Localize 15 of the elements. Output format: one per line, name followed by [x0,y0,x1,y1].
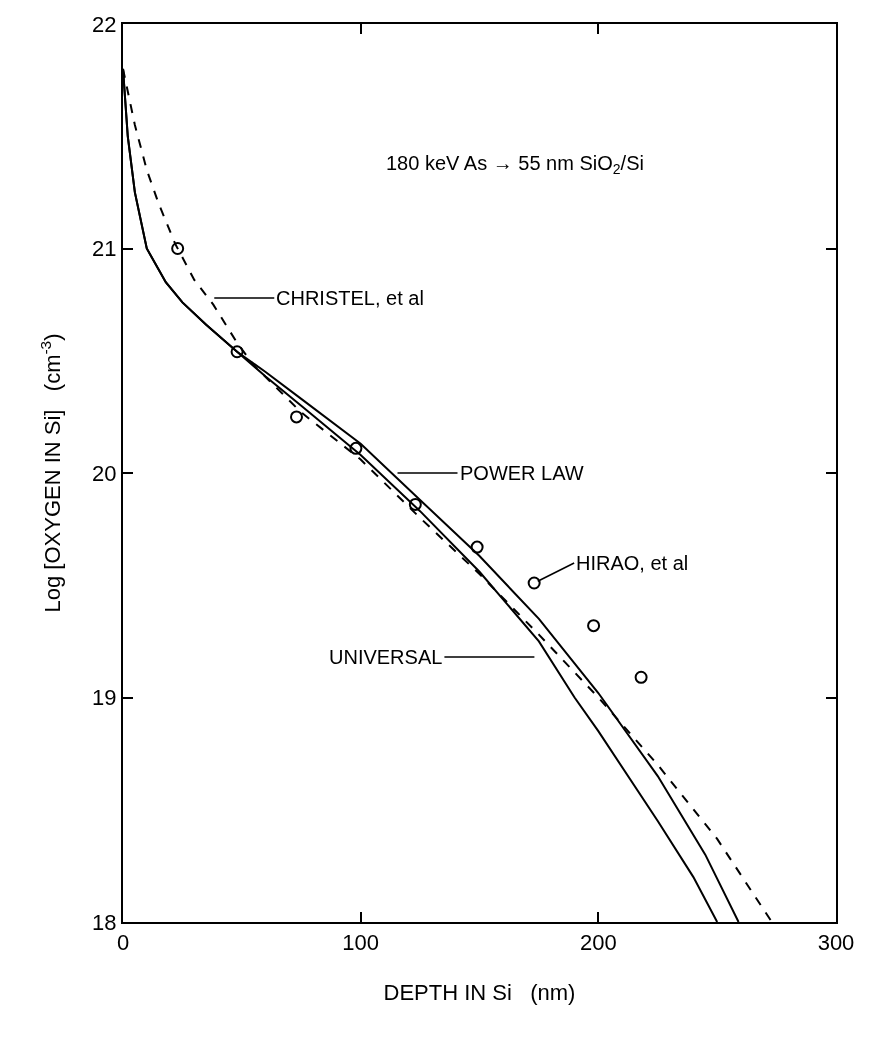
y-tick-label: 18 [92,909,117,935]
x-tick-label: 300 [817,930,855,956]
x-tick-label: 100 [342,930,380,956]
y-tick-label: 21 [92,236,117,262]
annotation: 180 keV As → 55 nm SiO$_{2}$/Si [386,152,644,178]
x-axis-title: DEPTH IN Si (nm) [383,979,576,1005]
x-tick-label: 200 [579,930,617,956]
y-tick-label: 19 [92,685,117,711]
y-tick-label: 22 [92,11,117,37]
annotation: HIRAO, et al [576,552,689,574]
y-tick-label: 20 [92,460,117,486]
annotation: CHRISTEL, et al [276,287,424,309]
annotation: POWER LAW [460,462,584,484]
x-tick-label: 0 [116,930,130,956]
annotation: UNIVERSAL [329,646,443,668]
